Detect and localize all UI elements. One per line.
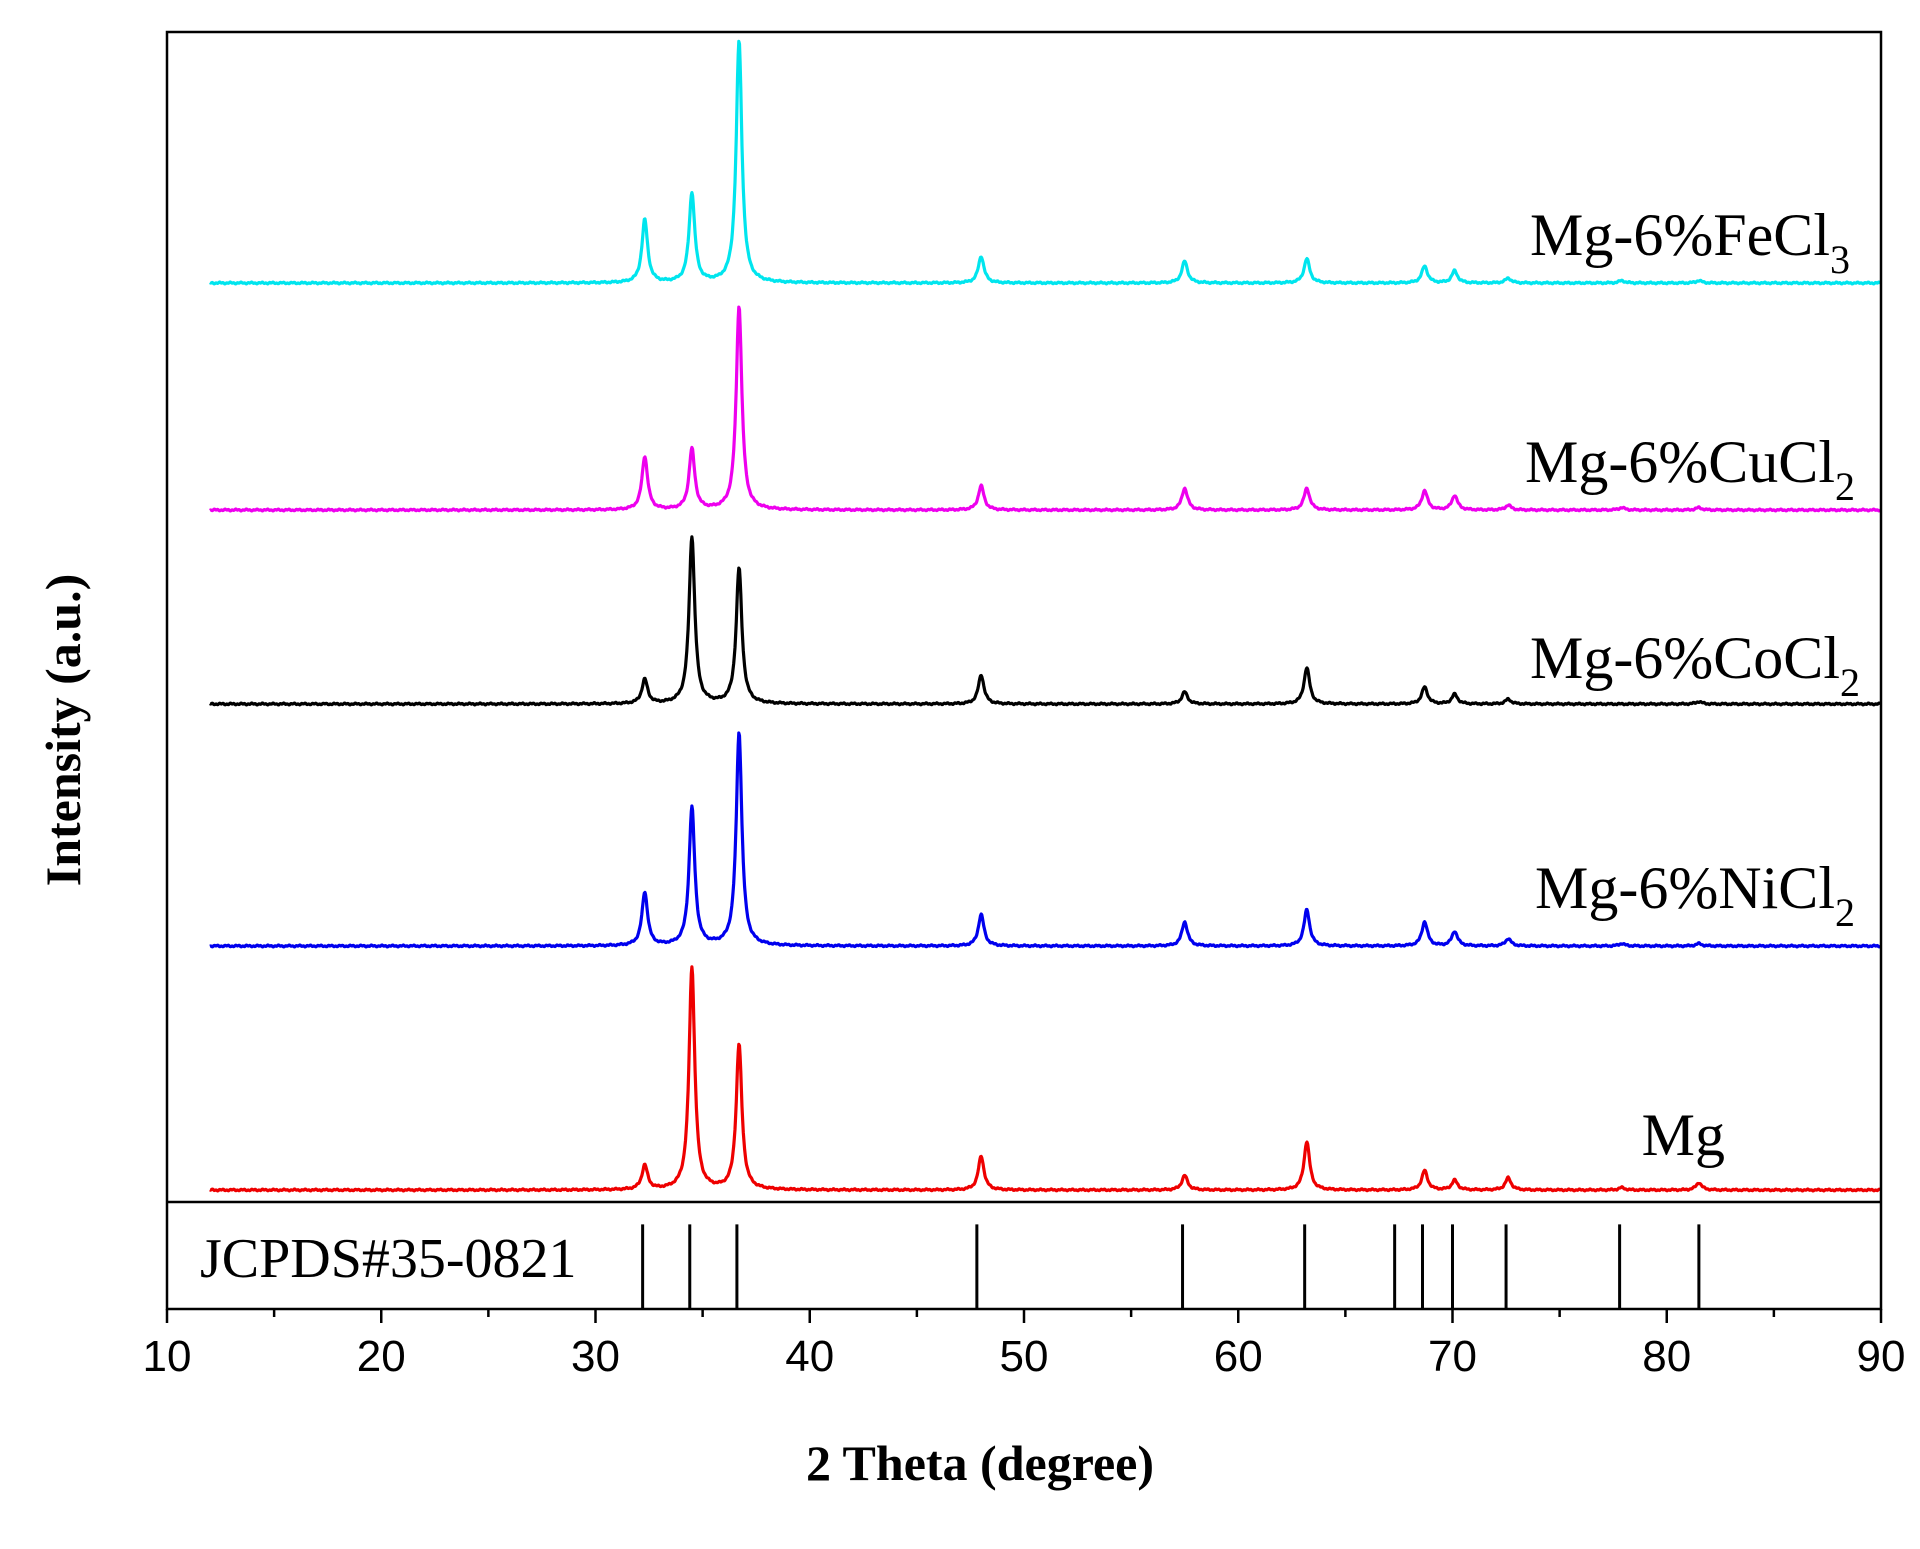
x-tick-label-80: 80 — [1642, 1332, 1691, 1381]
series-label-subscript-0: 3 — [1830, 237, 1850, 282]
series-label-name-0: Mg-6%FeCl — [1530, 202, 1830, 268]
series-label-name-2: Mg-6%CoCl — [1530, 625, 1840, 691]
x-tick-label-30: 30 — [571, 1332, 620, 1381]
series-line-1 — [208, 305, 1882, 513]
x-tick-label-50: 50 — [1000, 1332, 1049, 1381]
x-tick-label-60: 60 — [1214, 1332, 1263, 1381]
series-label-name-4: Mg — [1642, 1102, 1725, 1168]
series-label-3: Mg-6%NiCl2 — [1535, 855, 1855, 935]
series-label-name-1: Mg-6%CuCl — [1525, 429, 1835, 495]
series-label-subscript-2: 2 — [1840, 660, 1860, 705]
series-label-subscript-1: 2 — [1835, 464, 1855, 509]
series-line-4 — [208, 965, 1882, 1193]
x-tick-label-90: 90 — [1857, 1332, 1906, 1381]
x-tick-label-10: 10 — [143, 1332, 192, 1381]
series-label-4: Mg — [1642, 1102, 1725, 1168]
x-tick-label-20: 20 — [357, 1332, 406, 1381]
x-axis: 10 20 30 40 50 60 70 80 90 — [143, 1309, 1906, 1381]
series-label-1: Mg-6%CuCl2 — [1525, 429, 1855, 509]
x-axis-label: 2 Theta (degree) — [806, 1435, 1154, 1491]
x-tick-label-70: 70 — [1428, 1332, 1477, 1381]
y-axis-label: Intensity (a.u.) — [35, 574, 91, 887]
series-line-3 — [208, 731, 1882, 949]
series-group: Mg-6%FeCl3Mg-6%CuCl2Mg-6%CoCl2Mg-6%NiCl2… — [208, 39, 1882, 1193]
series-line-0 — [208, 39, 1882, 286]
series-label-2: Mg-6%CoCl2 — [1530, 625, 1860, 705]
series-label-0: Mg-6%FeCl3 — [1530, 202, 1850, 282]
series-line-2 — [208, 535, 1882, 707]
reference-pattern — [641, 1224, 1701, 1309]
x-tick-label-40: 40 — [785, 1332, 834, 1381]
series-label-subscript-3: 2 — [1835, 890, 1855, 935]
series-label-name-3: Mg-6%NiCl — [1535, 855, 1835, 921]
reference-label: JCPDS#35-0821 — [200, 1228, 577, 1290]
